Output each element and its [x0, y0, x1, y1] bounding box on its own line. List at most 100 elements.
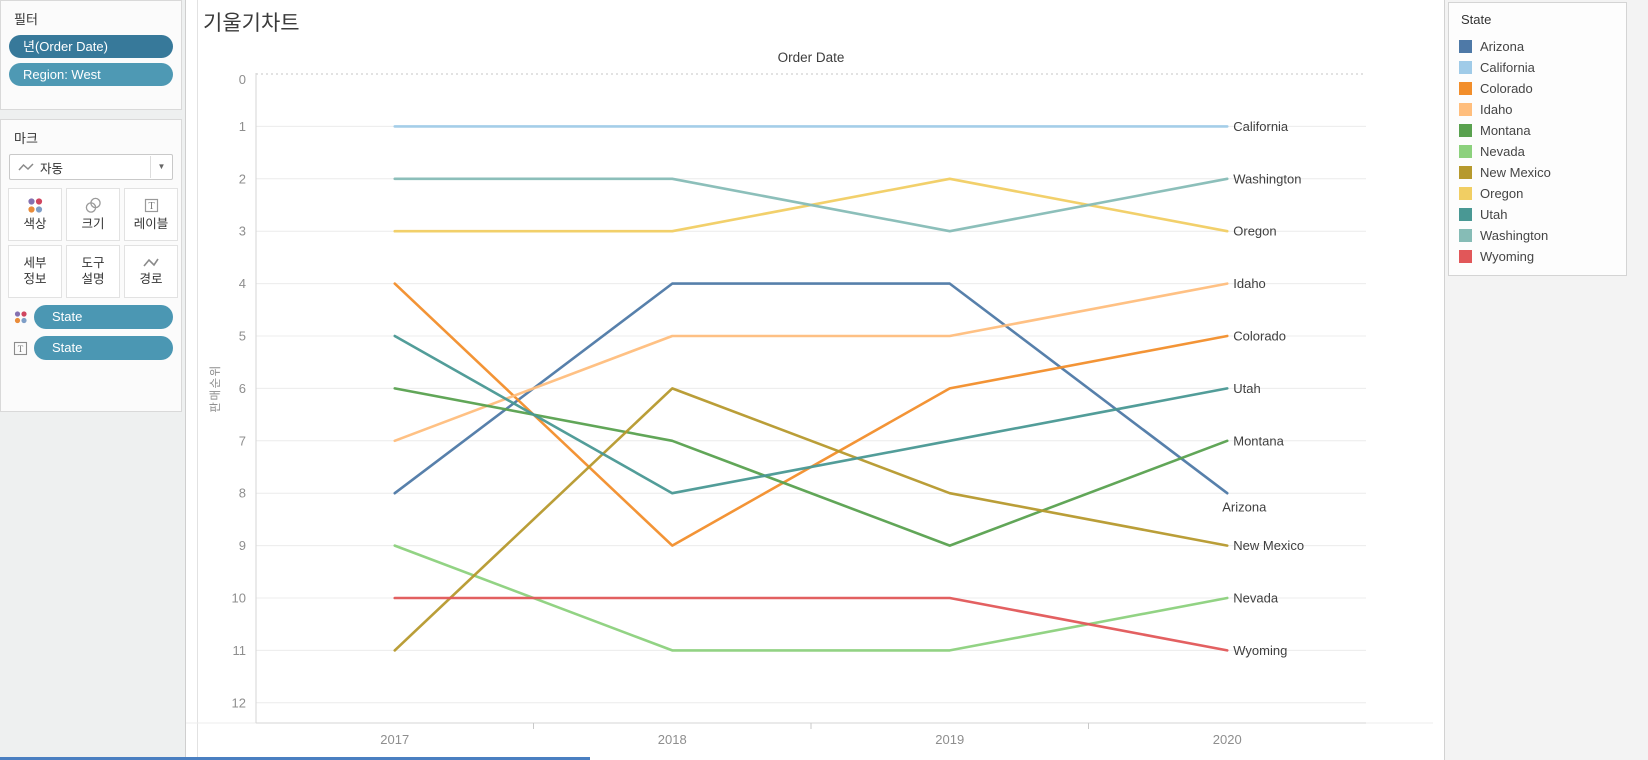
label-button[interactable]: T 레이블: [124, 188, 178, 241]
svg-text:7: 7: [239, 433, 246, 448]
path-button-label: 경로: [139, 271, 163, 286]
x-tick-labels: 2017 2018 2019 2020: [380, 732, 1241, 747]
worksheet-area: 기울기차트 0 1 2 3 4 5 6 7 8 9 10 11 12 2017 2018 2019 2020 Or…: [186, 0, 1444, 760]
color-icon: [14, 310, 27, 323]
svg-text:11: 11: [233, 643, 247, 658]
series-end-labels: Arizona California Colorado Idaho Montana Nev…: [1222, 119, 1304, 658]
svg-text:T: T: [148, 201, 154, 212]
filter-pill-year-order-date[interactable]: 년(Order Date): [9, 35, 173, 58]
end-label-nevada: Nevada: [1233, 591, 1279, 606]
svg-text:8: 8: [239, 486, 246, 501]
svg-text:1: 1: [239, 119, 246, 134]
window-bottom-edge: [0, 757, 590, 760]
size-button[interactable]: 크기: [66, 188, 120, 241]
legend-label: Oregon: [1480, 186, 1524, 201]
legend-item-arizona[interactable]: Arizona: [1449, 36, 1626, 57]
svg-text:2018: 2018: [658, 732, 687, 747]
svg-text:0: 0: [239, 72, 246, 87]
svg-text:2019: 2019: [935, 732, 964, 747]
series-line-utah[interactable]: [393, 334, 1229, 495]
color-shelf-pill-state[interactable]: State: [34, 305, 173, 329]
legend-item-nevada[interactable]: Nevada: [1449, 141, 1626, 162]
line-mark-icon: [18, 161, 34, 173]
legend-item-montana[interactable]: Montana: [1449, 120, 1626, 141]
series-line-colorado[interactable]: [393, 282, 1229, 547]
tooltip-button-label: 도구 설명: [81, 255, 105, 286]
detail-button-label: 세부 정보: [23, 255, 47, 286]
text-icon: T: [13, 341, 28, 355]
legend-item-idaho[interactable]: Idaho: [1449, 99, 1626, 120]
legend-swatch: [1459, 229, 1472, 242]
legend-item-wyoming[interactable]: Wyoming: [1449, 246, 1626, 267]
chevron-down-icon[interactable]: ▼: [150, 156, 172, 178]
path-icon: [143, 258, 159, 267]
color-shelf-row: State: [13, 305, 173, 329]
mark-type-dropdown-value: 자동: [40, 161, 64, 176]
legend-item-oregon[interactable]: Oregon: [1449, 183, 1626, 204]
series-line-washington[interactable]: [393, 177, 1229, 233]
marks-card: 마크 자동 ▼ 색상 크기: [0, 119, 182, 412]
size-icon: [85, 197, 101, 213]
filters-card-title: 필터: [14, 12, 38, 27]
series-line-wyoming[interactable]: [393, 596, 1229, 652]
series-line-new-mexico[interactable]: [393, 387, 1229, 652]
svg-text:2017: 2017: [380, 732, 409, 747]
legend-swatch: [1459, 208, 1472, 221]
legend-label: Washington: [1480, 228, 1549, 243]
axes: [186, 73, 1433, 729]
legend-label: New Mexico: [1480, 165, 1551, 180]
mark-type-dropdown[interactable]: 자동 ▼: [9, 154, 173, 180]
left-sidebar: 필터 년(Order Date) Region: West 마크 자동 ▼ 색상: [0, 0, 186, 760]
column-header-order-date: Order Date: [778, 50, 845, 65]
end-label-new-mexico: New Mexico: [1233, 538, 1304, 553]
filter-pill-region-west[interactable]: Region: West: [9, 63, 173, 86]
right-panel: State Arizona California Colorado Idaho Mont…: [1444, 0, 1648, 760]
end-label-utah: Utah: [1233, 381, 1260, 396]
legend-label: Colorado: [1480, 81, 1533, 96]
legend-title: State: [1461, 12, 1492, 27]
filters-card: 필터 년(Order Date) Region: West: [0, 0, 182, 110]
gridlines: [256, 125, 1366, 704]
legend-item-colorado[interactable]: Colorado: [1449, 78, 1626, 99]
tooltip-button[interactable]: 도구 설명: [66, 245, 120, 298]
legend-label: Utah: [1480, 207, 1508, 222]
worksheet-left-divider: [197, 0, 198, 760]
end-label-oregon: Oregon: [1233, 224, 1276, 239]
legend-items: Arizona California Colorado Idaho Montana Nev…: [1449, 36, 1626, 267]
legend-item-new-mexico[interactable]: New Mexico: [1449, 162, 1626, 183]
svg-text:4: 4: [239, 276, 246, 291]
svg-text:T: T: [18, 344, 24, 354]
legend-item-utah[interactable]: Utah: [1449, 204, 1626, 225]
end-label-arizona: Arizona: [1222, 500, 1267, 515]
legend-swatch: [1459, 250, 1472, 263]
legend-swatch: [1459, 61, 1472, 74]
svg-text:5: 5: [239, 329, 246, 344]
path-button[interactable]: 경로: [124, 245, 178, 298]
svg-text:12: 12: [232, 695, 246, 710]
size-button-label: 크기: [81, 216, 105, 231]
marks-card-title: 마크: [14, 131, 38, 146]
mark-buttons-grid: 색상 크기 T 레이블 세부 정보 도구 설명: [8, 188, 181, 298]
y-axis-title: 판매순위: [209, 364, 222, 412]
legend-swatch: [1459, 103, 1472, 116]
svg-text:9: 9: [239, 538, 246, 553]
label-shelf-pill-state[interactable]: State: [34, 336, 173, 360]
legend-label: Wyoming: [1480, 249, 1535, 264]
series-lines: [393, 125, 1229, 652]
series-line-idaho[interactable]: [393, 282, 1229, 443]
legend-swatch: [1459, 40, 1472, 53]
svg-text:2: 2: [239, 171, 246, 186]
legend-label: Nevada: [1480, 144, 1525, 159]
color-icon: [28, 198, 43, 213]
legend-item-washington[interactable]: Washington: [1449, 225, 1626, 246]
svg-text:6: 6: [239, 381, 246, 396]
legend-item-california[interactable]: California: [1449, 57, 1626, 78]
legend-swatch: [1459, 145, 1472, 158]
detail-button[interactable]: 세부 정보: [8, 245, 62, 298]
end-label-california: California: [1233, 119, 1289, 134]
color-button[interactable]: 색상: [8, 188, 62, 241]
legend-label: California: [1480, 60, 1535, 75]
legend-label: Arizona: [1480, 39, 1525, 54]
end-label-washington: Washington: [1233, 171, 1301, 186]
